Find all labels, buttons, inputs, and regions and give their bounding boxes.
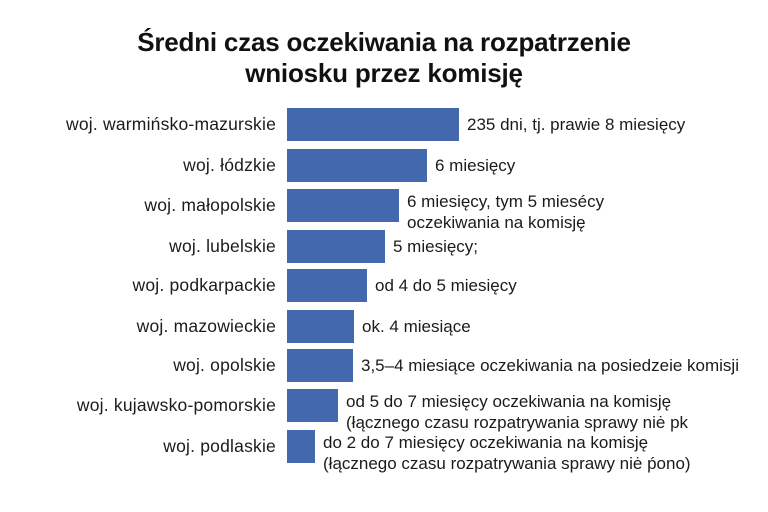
category-label: woj. łódzkie [183, 155, 276, 175]
category-label: woj. mazowieckie [136, 316, 276, 336]
chart-row-warminsko-mazurskie: woj. warmińsko-mazurskie 235 dni, tj. pr… [0, 108, 768, 141]
bar-annotation: 3,5–4 miesiące oczekiwania na posiedzeie… [361, 355, 739, 375]
bar [287, 108, 459, 141]
chart-row-kujawsko-pomorskie: woj. kujawsko-pomorskie od 5 do 7 miesię… [0, 389, 768, 432]
bar-annotation: 5 miesięcy; [393, 236, 479, 256]
chart-row-podkarpackie: woj. podkarpackie od 4 do 5 miesięcy [0, 269, 768, 302]
bar-annotation: ok. 4 miesiące [362, 316, 471, 336]
bar-annotation: 6 miesięcy, tym 5 miesécy oczekiwania na… [407, 192, 605, 232]
chart-row-opolskie: woj. opolskie 3,5–4 miesiące oczekiwania… [0, 349, 768, 382]
bar-annotation: od 4 do 5 miesięcy [375, 275, 517, 295]
bar [287, 389, 338, 422]
bar-annotation: 6 miesięcy [435, 155, 516, 175]
bar [287, 269, 367, 302]
category-label: woj. lubelskie [169, 236, 276, 256]
chart-row-lubelskie: woj. lubelskie 5 miesięcy; [0, 230, 768, 263]
bar [287, 230, 385, 263]
category-label: woj. małopolskie [144, 195, 276, 215]
chart-title-line2: wniosku przez komisję [245, 58, 523, 88]
category-label: woj. warmińsko-mazurskie [66, 114, 276, 134]
bar-annotation: od 5 do 7 miesięcy oczekiwania na komisj… [346, 392, 689, 432]
category-label: woj. podkarpackie [132, 275, 276, 295]
bar [287, 149, 427, 182]
category-label: woj. podlaskie [163, 436, 276, 456]
category-label: woj. opolskie [173, 355, 276, 375]
chart-row-podlaskie: woj. podlaskie do 2 do 7 miesięcy oczeki… [0, 430, 768, 473]
bar-annotation: do 2 do 7 miesięcy oczekiwania na komisj… [323, 433, 691, 473]
bar [287, 430, 315, 463]
chart-title-line1: Średni czas oczekiwania na rozpatrzenie [137, 27, 631, 57]
category-label: woj. kujawsko-pomorskie [76, 395, 276, 415]
bar [287, 189, 399, 222]
bar-annotation: 235 dni, tj. prawie 8 miesięcy [467, 114, 686, 134]
bar [287, 349, 353, 382]
bar [287, 310, 354, 343]
chart-row-malopolskie: woj. małopolskie 6 miesięcy, tym 5 miesé… [0, 189, 768, 232]
chart-title: Średni czas oczekiwania na rozpatrzenie … [0, 27, 768, 89]
chart-row-lodzkie: woj. łódzkie 6 miesięcy [0, 149, 768, 182]
chart-row-mazowieckie: woj. mazowieckie ok. 4 miesiące [0, 310, 768, 343]
